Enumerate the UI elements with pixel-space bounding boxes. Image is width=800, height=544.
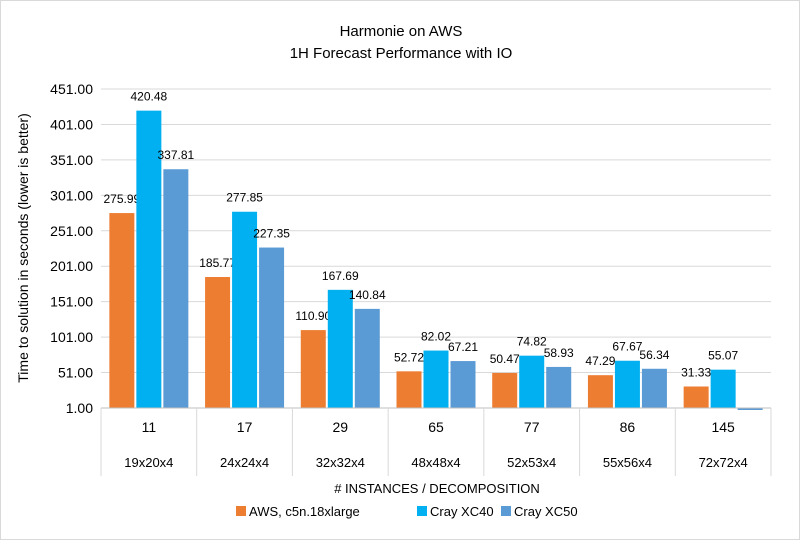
data-label: 67.67: [612, 340, 642, 354]
x-decomposition-label: 19x20x4: [124, 455, 173, 470]
bar-2-6: [737, 408, 763, 410]
bar-2-4: [546, 366, 572, 408]
x-category-label: 29: [332, 419, 348, 435]
chart-title-line2: 1H Forecast Performance with IO: [290, 45, 513, 62]
bar-0-2: [300, 330, 326, 408]
x-decomposition-label: 72x72x4: [699, 455, 748, 470]
bar-2-5: [641, 368, 667, 408]
data-label: 74.82: [517, 335, 547, 349]
bar-0-4: [492, 372, 518, 408]
data-label: 58.93: [544, 346, 574, 360]
bar-0-0: [109, 213, 135, 408]
data-label: 167.69: [322, 269, 359, 283]
y-tick-label: 151.00: [50, 294, 93, 310]
data-label: 275.99: [104, 192, 141, 206]
x-decomposition-label: 32x32x4: [316, 455, 365, 470]
legend-swatch: [236, 506, 246, 516]
x-category-label: 17: [237, 419, 253, 435]
y-tick-label: 101.00: [50, 329, 93, 345]
bar-1-6: [710, 369, 736, 408]
data-label: 277.85: [226, 191, 263, 205]
data-label: 185.77: [199, 256, 236, 270]
x-decomposition-label: 24x24x4: [220, 455, 269, 470]
legend-label: Cray XC40: [430, 504, 494, 519]
bar-2-1: [259, 247, 285, 408]
data-label: 337.81: [158, 148, 195, 162]
bar-0-6: [683, 386, 709, 408]
legend-swatch: [501, 506, 511, 516]
bar-2-0: [163, 169, 189, 408]
x-decomposition-label: 55x56x4: [603, 455, 652, 470]
y-tick-label: 451.00: [50, 81, 93, 97]
data-label: 140.84: [349, 288, 386, 302]
bar-1-1: [232, 211, 258, 408]
x-category-label: 86: [620, 419, 636, 435]
y-tick-label: 51.00: [58, 365, 93, 381]
x-category-label: 65: [428, 419, 444, 435]
data-label: 420.48: [131, 90, 168, 104]
data-label: 52.72: [394, 350, 424, 364]
y-tick-label: 351.00: [50, 152, 93, 168]
x-category-label: 77: [524, 419, 540, 435]
data-label: 67.21: [448, 340, 478, 354]
y-tick-label: 201.00: [50, 258, 93, 274]
y-tick-label: 1.00: [66, 400, 93, 416]
data-label: 110.90: [295, 309, 331, 323]
x-category-label: 145: [711, 419, 735, 435]
x-axis-title: # INSTANCES / DECOMPOSITION: [334, 481, 540, 496]
legend-label: Cray XC50: [514, 504, 578, 519]
legend-swatch: [417, 506, 427, 516]
chart-title-line1: Harmonie on AWS: [340, 23, 463, 40]
data-label: 55.07: [708, 349, 738, 363]
data-label: 56.34: [639, 348, 669, 362]
data-label: 50.47: [490, 352, 520, 366]
bar-1-2: [327, 289, 353, 408]
legend-label: AWS, c5n.18xlarge: [249, 504, 360, 519]
bar-0-5: [587, 375, 613, 408]
bar-2-3: [450, 361, 476, 408]
y-axis-title: Time to solution in seconds (lower is be…: [15, 113, 31, 382]
legend: AWS, c5n.18xlarge Cray XC40 Cray XC50: [236, 504, 578, 519]
bar-1-3: [423, 350, 449, 408]
bar-1-4: [519, 355, 545, 408]
y-tick-label: 251.00: [50, 223, 93, 239]
bar-0-1: [205, 277, 231, 408]
data-label: 31.33: [681, 365, 711, 379]
x-decomposition-label: 48x48x4: [411, 455, 460, 470]
bar-0-3: [396, 371, 422, 408]
bar-1-0: [136, 110, 162, 409]
x-decomposition-label: 52x53x4: [507, 455, 556, 470]
y-tick-label: 401.00: [50, 116, 93, 132]
data-label: 82.02: [421, 330, 451, 344]
bar-2-2: [354, 308, 380, 408]
y-tick-label: 301.00: [50, 187, 93, 203]
data-label: 47.29: [585, 354, 615, 368]
data-label: 227.35: [253, 227, 290, 241]
x-category-label: 11: [142, 419, 157, 435]
bar-1-5: [614, 360, 640, 408]
